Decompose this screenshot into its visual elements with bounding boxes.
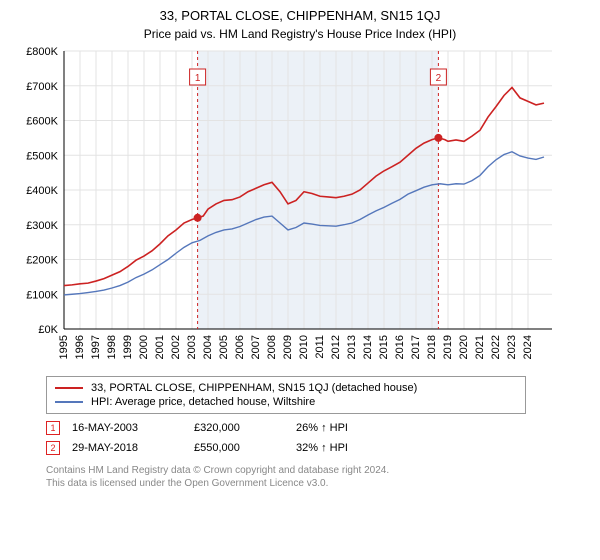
marker-date: 29-MAY-2018 xyxy=(72,442,182,454)
legend-row: 33, PORTAL CLOSE, CHIPPENHAM, SN15 1QJ (… xyxy=(55,381,517,395)
svg-text:1995: 1995 xyxy=(58,335,70,359)
svg-text:2: 2 xyxy=(436,73,442,84)
svg-text:2015: 2015 xyxy=(378,335,390,359)
svg-text:2020: 2020 xyxy=(458,335,470,359)
marker-row: 2 29-MAY-2018 £550,000 32% ↑ HPI xyxy=(46,438,588,458)
svg-text:1: 1 xyxy=(195,73,201,84)
svg-text:£800K: £800K xyxy=(26,47,58,58)
svg-text:2004: 2004 xyxy=(202,335,214,359)
svg-text:£400K: £400K xyxy=(26,185,58,197)
chart-container: 33, PORTAL CLOSE, CHIPPENHAM, SN15 1QJ P… xyxy=(0,0,600,496)
svg-text:2017: 2017 xyxy=(410,335,422,359)
svg-text:1999: 1999 xyxy=(122,335,134,359)
legend-label: HPI: Average price, detached house, Wilt… xyxy=(91,396,315,408)
attribution-line: Contains HM Land Registry data © Crown c… xyxy=(46,464,588,477)
svg-text:2008: 2008 xyxy=(266,335,278,359)
svg-text:£500K: £500K xyxy=(26,150,58,162)
svg-text:£100K: £100K xyxy=(26,289,58,301)
marker-delta: 32% ↑ HPI xyxy=(296,442,396,454)
legend-swatch xyxy=(55,387,83,389)
svg-text:1998: 1998 xyxy=(106,335,118,359)
svg-text:£300K: £300K xyxy=(26,220,58,232)
legend-box: 33, PORTAL CLOSE, CHIPPENHAM, SN15 1QJ (… xyxy=(46,376,526,414)
marker-price: £320,000 xyxy=(194,422,284,434)
svg-text:2018: 2018 xyxy=(426,335,438,359)
svg-text:£200K: £200K xyxy=(26,255,58,267)
svg-text:1997: 1997 xyxy=(90,335,102,359)
chart-plot: £0K £100K £200K £300K £400K £500K £600K £700K £8… xyxy=(12,47,588,370)
svg-text:2010: 2010 xyxy=(298,335,310,359)
legend-label: 33, PORTAL CLOSE, CHIPPENHAM, SN15 1QJ (… xyxy=(91,382,417,394)
svg-text:2023: 2023 xyxy=(506,335,518,359)
svg-text:2014: 2014 xyxy=(362,335,374,359)
attribution-text: Contains HM Land Registry data © Crown c… xyxy=(46,464,588,490)
svg-text:2012: 2012 xyxy=(330,335,342,359)
svg-text:2022: 2022 xyxy=(490,335,502,359)
marker-date: 16-MAY-2003 xyxy=(72,422,182,434)
marker-badge: 2 xyxy=(46,441,60,455)
svg-text:£700K: £700K xyxy=(26,81,58,93)
svg-text:2021: 2021 xyxy=(474,335,486,359)
svg-text:2003: 2003 xyxy=(186,335,198,359)
chart-title: 33, PORTAL CLOSE, CHIPPENHAM, SN15 1QJ xyxy=(12,8,588,23)
marker-delta: 26% ↑ HPI xyxy=(296,422,396,434)
marker-row: 1 16-MAY-2003 £320,000 26% ↑ HPI xyxy=(46,418,588,438)
svg-text:2013: 2013 xyxy=(346,335,358,359)
svg-text:£0K: £0K xyxy=(38,324,58,336)
svg-text:2011: 2011 xyxy=(314,335,326,359)
svg-text:2016: 2016 xyxy=(394,335,406,359)
svg-text:2002: 2002 xyxy=(170,335,182,359)
marker-price: £550,000 xyxy=(194,442,284,454)
svg-text:£600K: £600K xyxy=(26,116,58,128)
chart-subtitle: Price paid vs. HM Land Registry's House … xyxy=(12,27,588,41)
attribution-line: This data is licensed under the Open Gov… xyxy=(46,477,588,490)
legend-swatch xyxy=(55,401,83,403)
svg-text:2024: 2024 xyxy=(522,335,534,359)
svg-text:2007: 2007 xyxy=(250,335,262,359)
svg-text:2005: 2005 xyxy=(218,335,230,359)
svg-text:2006: 2006 xyxy=(234,335,246,359)
svg-text:1996: 1996 xyxy=(74,335,86,359)
legend-row: HPI: Average price, detached house, Wilt… xyxy=(55,395,517,409)
svg-text:2000: 2000 xyxy=(138,335,150,359)
marker-badge: 1 xyxy=(46,421,60,435)
svg-text:2001: 2001 xyxy=(154,335,166,359)
svg-text:2009: 2009 xyxy=(282,335,294,359)
svg-text:2019: 2019 xyxy=(442,335,454,359)
chart-svg: £0K £100K £200K £300K £400K £500K £600K £700K £8… xyxy=(12,47,552,365)
